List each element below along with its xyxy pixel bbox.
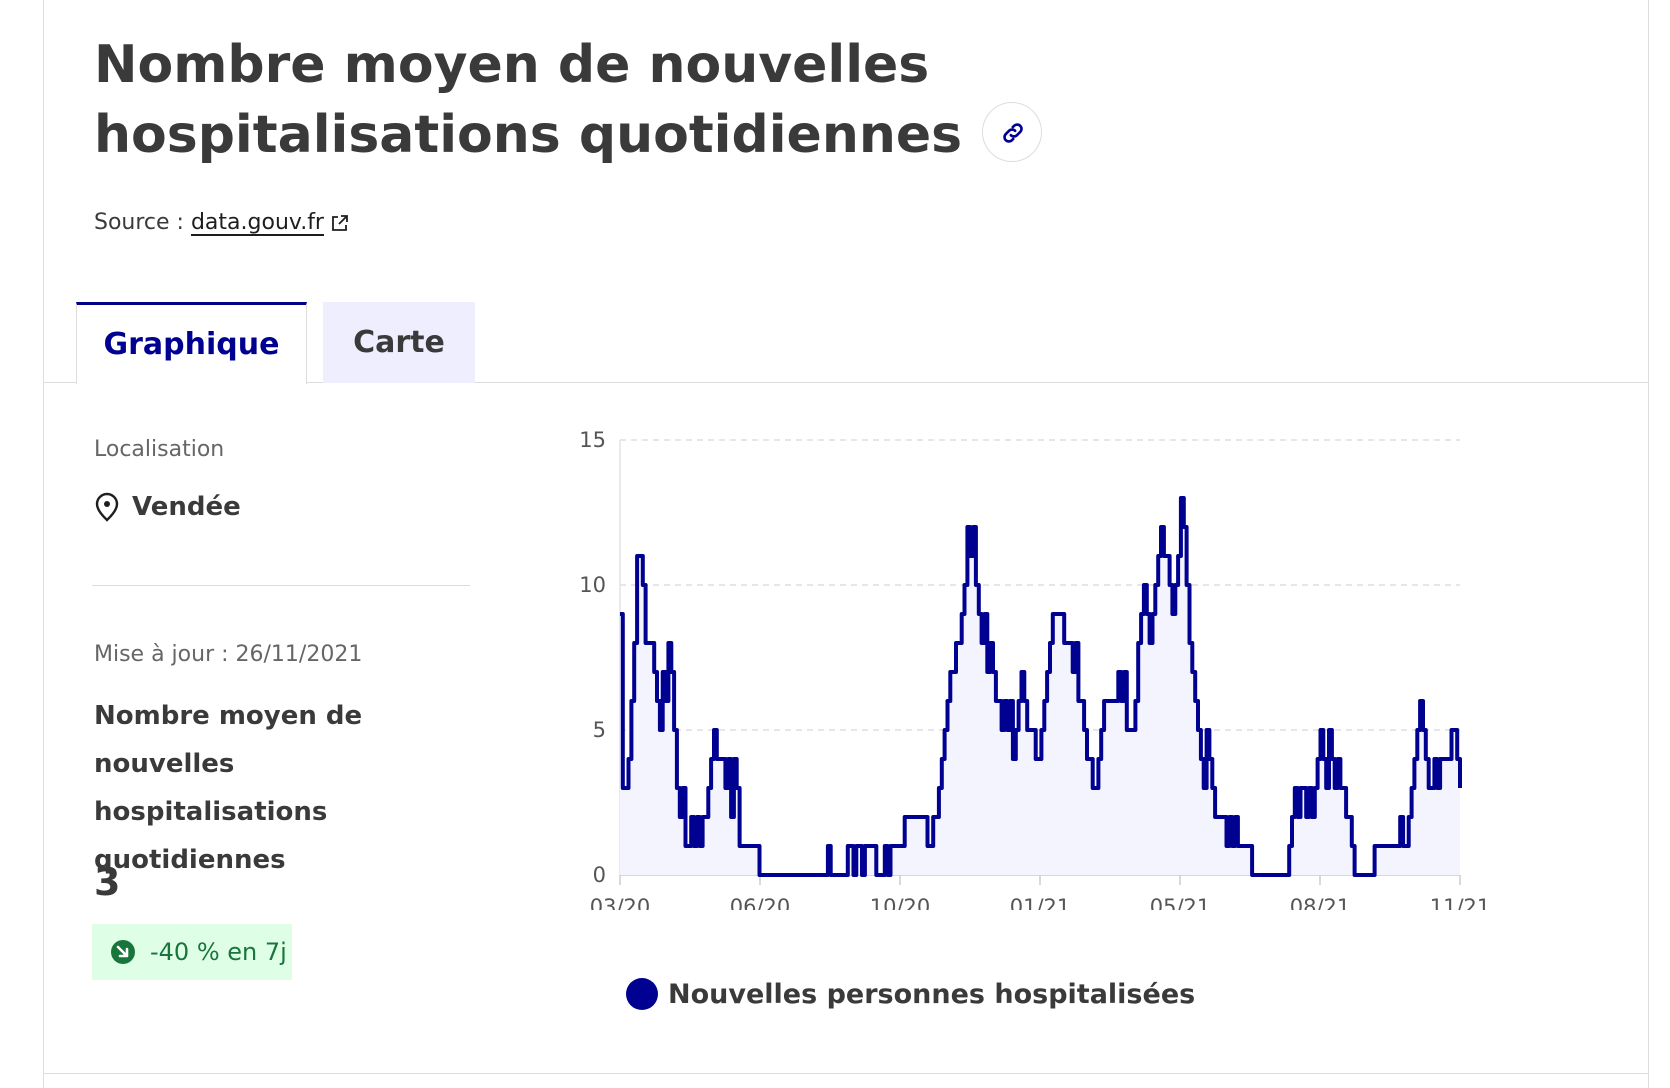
x-tick-label: 05/21	[1150, 895, 1211, 910]
series-area	[620, 498, 1460, 875]
x-tick-label: 03/20	[590, 895, 651, 910]
source-line: Source : data.gouv.fr	[94, 210, 350, 235]
map-pin-icon	[95, 492, 119, 522]
update-date: Mise à jour : 26/11/2021	[94, 642, 363, 667]
sidebar-divider	[92, 585, 470, 586]
hospitalisations-chart: 0 5 10 15 03/20 06/20 10/20 01/21 05/21 08/21 11/2…	[579, 428, 1491, 910]
trend-text: -40 % en 7j	[150, 938, 287, 966]
card-border-bottom	[43, 1073, 1649, 1074]
card-border-right	[1648, 0, 1649, 1088]
x-tick-label: 06/20	[730, 895, 791, 910]
legend-marker	[626, 978, 658, 1010]
tabs-underline	[43, 382, 1649, 383]
chart-legend[interactable]: Nouvelles personnes hospitalisées	[626, 978, 1195, 1010]
location-name: Vendée	[132, 492, 241, 522]
source-link-text[interactable]: data.gouv.fr	[190, 210, 324, 235]
copy-link-button[interactable]	[982, 102, 1043, 162]
external-link-icon	[332, 215, 348, 231]
tab-carte-label[interactable]: Carte	[353, 325, 445, 360]
link-icon	[1003, 123, 1023, 143]
y-tick-label: 5	[593, 718, 606, 742]
y-tick-label: 10	[579, 573, 606, 597]
tab-graphique[interactable]: Graphique	[76, 302, 307, 384]
location-value: Vendée	[94, 492, 241, 522]
y-tick-label: 15	[579, 428, 606, 452]
page-title-text: Nombre moyen de nouvelles hospitalisatio…	[94, 35, 963, 165]
tab-carte[interactable]: Carte	[323, 302, 475, 383]
source-link[interactable]: data.gouv.fr	[191, 210, 350, 235]
kpi-name: Nombre moyen de nouvelles hospitalisatio…	[94, 701, 363, 875]
card-border-left	[43, 0, 44, 1088]
source-prefix: Source :	[94, 210, 184, 235]
x-tick-label: 08/21	[1290, 895, 1351, 910]
trend-down-icon	[111, 940, 135, 964]
x-tick-label: 01/21	[1010, 895, 1071, 910]
location-label: Localisation	[94, 437, 225, 462]
series-line	[620, 496, 1462, 877]
legend-label: Nouvelles personnes hospitalisées	[668, 978, 1196, 1010]
x-tick-label: 10/20	[870, 895, 931, 910]
tab-graphique-label[interactable]: Graphique	[103, 327, 280, 362]
x-tick-label: 11/21	[1430, 895, 1491, 910]
y-tick-label: 0	[593, 863, 606, 887]
page-title: Nombre moyen de nouvelles hospitalisatio…	[94, 30, 1394, 170]
trend-badge: -40 % en 7j	[92, 924, 292, 980]
kpi-value: 3	[94, 860, 121, 904]
